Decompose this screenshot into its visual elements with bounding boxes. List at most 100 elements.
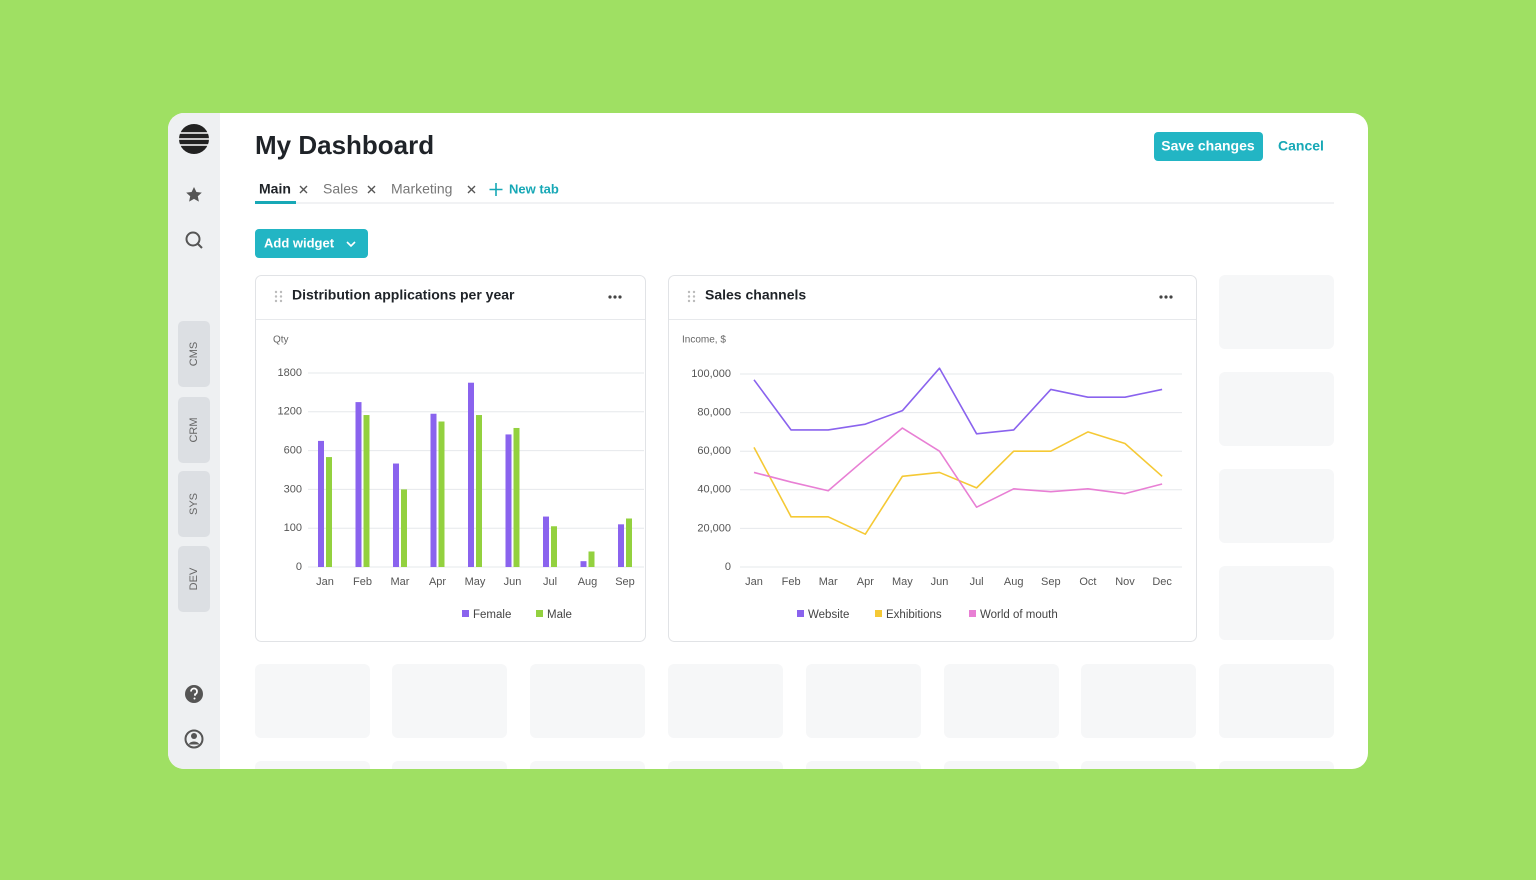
- bar: [505, 434, 512, 567]
- dropdown-icon: [346, 241, 356, 248]
- x-tick-label: Feb: [782, 576, 801, 588]
- x-tick-label: Mar: [819, 576, 838, 588]
- bar: [618, 524, 624, 567]
- legend-swatch: [969, 610, 976, 617]
- save-button[interactable]: [1154, 132, 1263, 161]
- line: [753, 367, 1163, 435]
- y-tick-label: 60,000: [697, 445, 731, 457]
- sidebar-label: SYS: [188, 493, 200, 515]
- page-title: My Dashboard: [255, 130, 434, 160]
- y-tick-label: 100: [284, 522, 302, 534]
- sidebar-label: CRM: [188, 417, 200, 442]
- x-tick-label: Mar: [391, 576, 410, 588]
- add-widget-button[interactable]: [255, 229, 368, 258]
- bar: [438, 421, 445, 567]
- legend-swatch: [462, 610, 469, 617]
- y-tick-label: 1800: [278, 367, 302, 379]
- favorites-icon[interactable]: [186, 187, 202, 202]
- x-tick-label: May: [465, 576, 486, 588]
- bar: [580, 561, 587, 567]
- x-tick-label: Aug: [578, 576, 598, 588]
- legend-swatch: [797, 610, 804, 617]
- user-icon[interactable]: [184, 729, 204, 749]
- new-tab-icon[interactable]: [489, 183, 503, 196]
- bar: [430, 413, 437, 567]
- x-tick-label: Jun: [931, 576, 949, 588]
- bar: [468, 382, 474, 567]
- widget-title: Distribution applications per year: [292, 287, 515, 303]
- bar: [476, 415, 482, 567]
- y-tick-label: 0: [725, 561, 731, 573]
- x-tick-label: Sep: [615, 576, 635, 588]
- y-tick-label: 20,000: [697, 522, 731, 534]
- sidebar-tab[interactable]: [178, 397, 210, 463]
- y-tick-label: 100,000: [691, 368, 731, 380]
- drag-handle[interactable]: [687, 290, 696, 303]
- y-tick-label: 80,000: [697, 407, 731, 419]
- tab[interactable]: Marketing: [391, 181, 452, 197]
- x-tick-label: Nov: [1115, 576, 1135, 588]
- cancel-button[interactable]: Cancel: [1278, 138, 1324, 154]
- bar: [626, 518, 632, 567]
- sidebar-tab[interactable]: [178, 321, 210, 387]
- save-label: Save changes: [1161, 138, 1255, 154]
- tab-close[interactable]: [299, 185, 308, 194]
- charts: 0 100 300 600 1200 1800 Jan Feb Mar Apr May Jun Jul A…: [278, 367, 1182, 621]
- drag-handle[interactable]: [274, 290, 283, 303]
- tab-close[interactable]: [367, 185, 376, 194]
- sidebar-label: CMS: [188, 342, 200, 366]
- bar: [363, 415, 370, 567]
- y-axis-label: Qty: [273, 335, 289, 346]
- bar: [543, 516, 549, 567]
- x-tick-label: Sep: [1041, 576, 1061, 588]
- tab[interactable]: Main: [259, 181, 291, 197]
- bar: [318, 440, 324, 567]
- tab-close[interactable]: [467, 185, 476, 194]
- x-tick-label: Apr: [857, 576, 874, 588]
- search-icon[interactable]: [185, 231, 203, 249]
- legend-label: Male: [547, 609, 572, 621]
- bar: [588, 551, 595, 567]
- bar: [551, 526, 557, 567]
- y-tick-label: 600: [284, 445, 302, 457]
- x-tick-label: Feb: [353, 576, 372, 588]
- bar: [355, 402, 362, 567]
- tab[interactable]: Sales: [323, 181, 358, 197]
- widget-menu[interactable]: [1159, 295, 1173, 299]
- x-tick-label: Jul: [970, 576, 984, 588]
- bar: [326, 457, 332, 567]
- sidebar-tab[interactable]: [178, 471, 210, 537]
- placeholders: [255, 275, 1334, 769]
- y-tick-label: 0: [296, 561, 302, 573]
- new-tab[interactable]: New tab: [509, 181, 559, 196]
- legend-label: Exhibitions: [886, 609, 942, 621]
- x-tick-label: Aug: [1004, 576, 1024, 588]
- legend-label: Female: [473, 609, 511, 621]
- x-tick-label: May: [892, 576, 913, 588]
- bar: [513, 427, 520, 567]
- legend-label: World of mouth: [980, 609, 1058, 621]
- y-axis-label: Income, $: [682, 335, 726, 346]
- bar: [401, 489, 407, 567]
- sidebar-tab[interactable]: [178, 546, 210, 612]
- x-tick-label: Jul: [543, 576, 557, 588]
- x-tick-label: Jan: [316, 576, 334, 588]
- x-tick-label: Dec: [1152, 576, 1172, 588]
- x-tick-label: Oct: [1079, 576, 1096, 588]
- window: CMS CRM SYS DEV My Dashboard Save change…: [168, 113, 1368, 769]
- tab-underline: [255, 201, 296, 204]
- legend-label: Website: [808, 609, 849, 621]
- logo: [179, 124, 209, 154]
- widget-menu[interactable]: [608, 295, 622, 299]
- help-icon[interactable]: [185, 685, 203, 703]
- x-tick-label: Jun: [504, 576, 522, 588]
- add-widget-label: Add widget: [264, 235, 335, 250]
- line: [753, 427, 1163, 508]
- bar: [393, 463, 399, 567]
- y-tick-label: 1200: [278, 406, 302, 418]
- sidebar-label: DEV: [188, 567, 200, 590]
- legend-swatch: [536, 610, 543, 617]
- widget: [668, 275, 1197, 642]
